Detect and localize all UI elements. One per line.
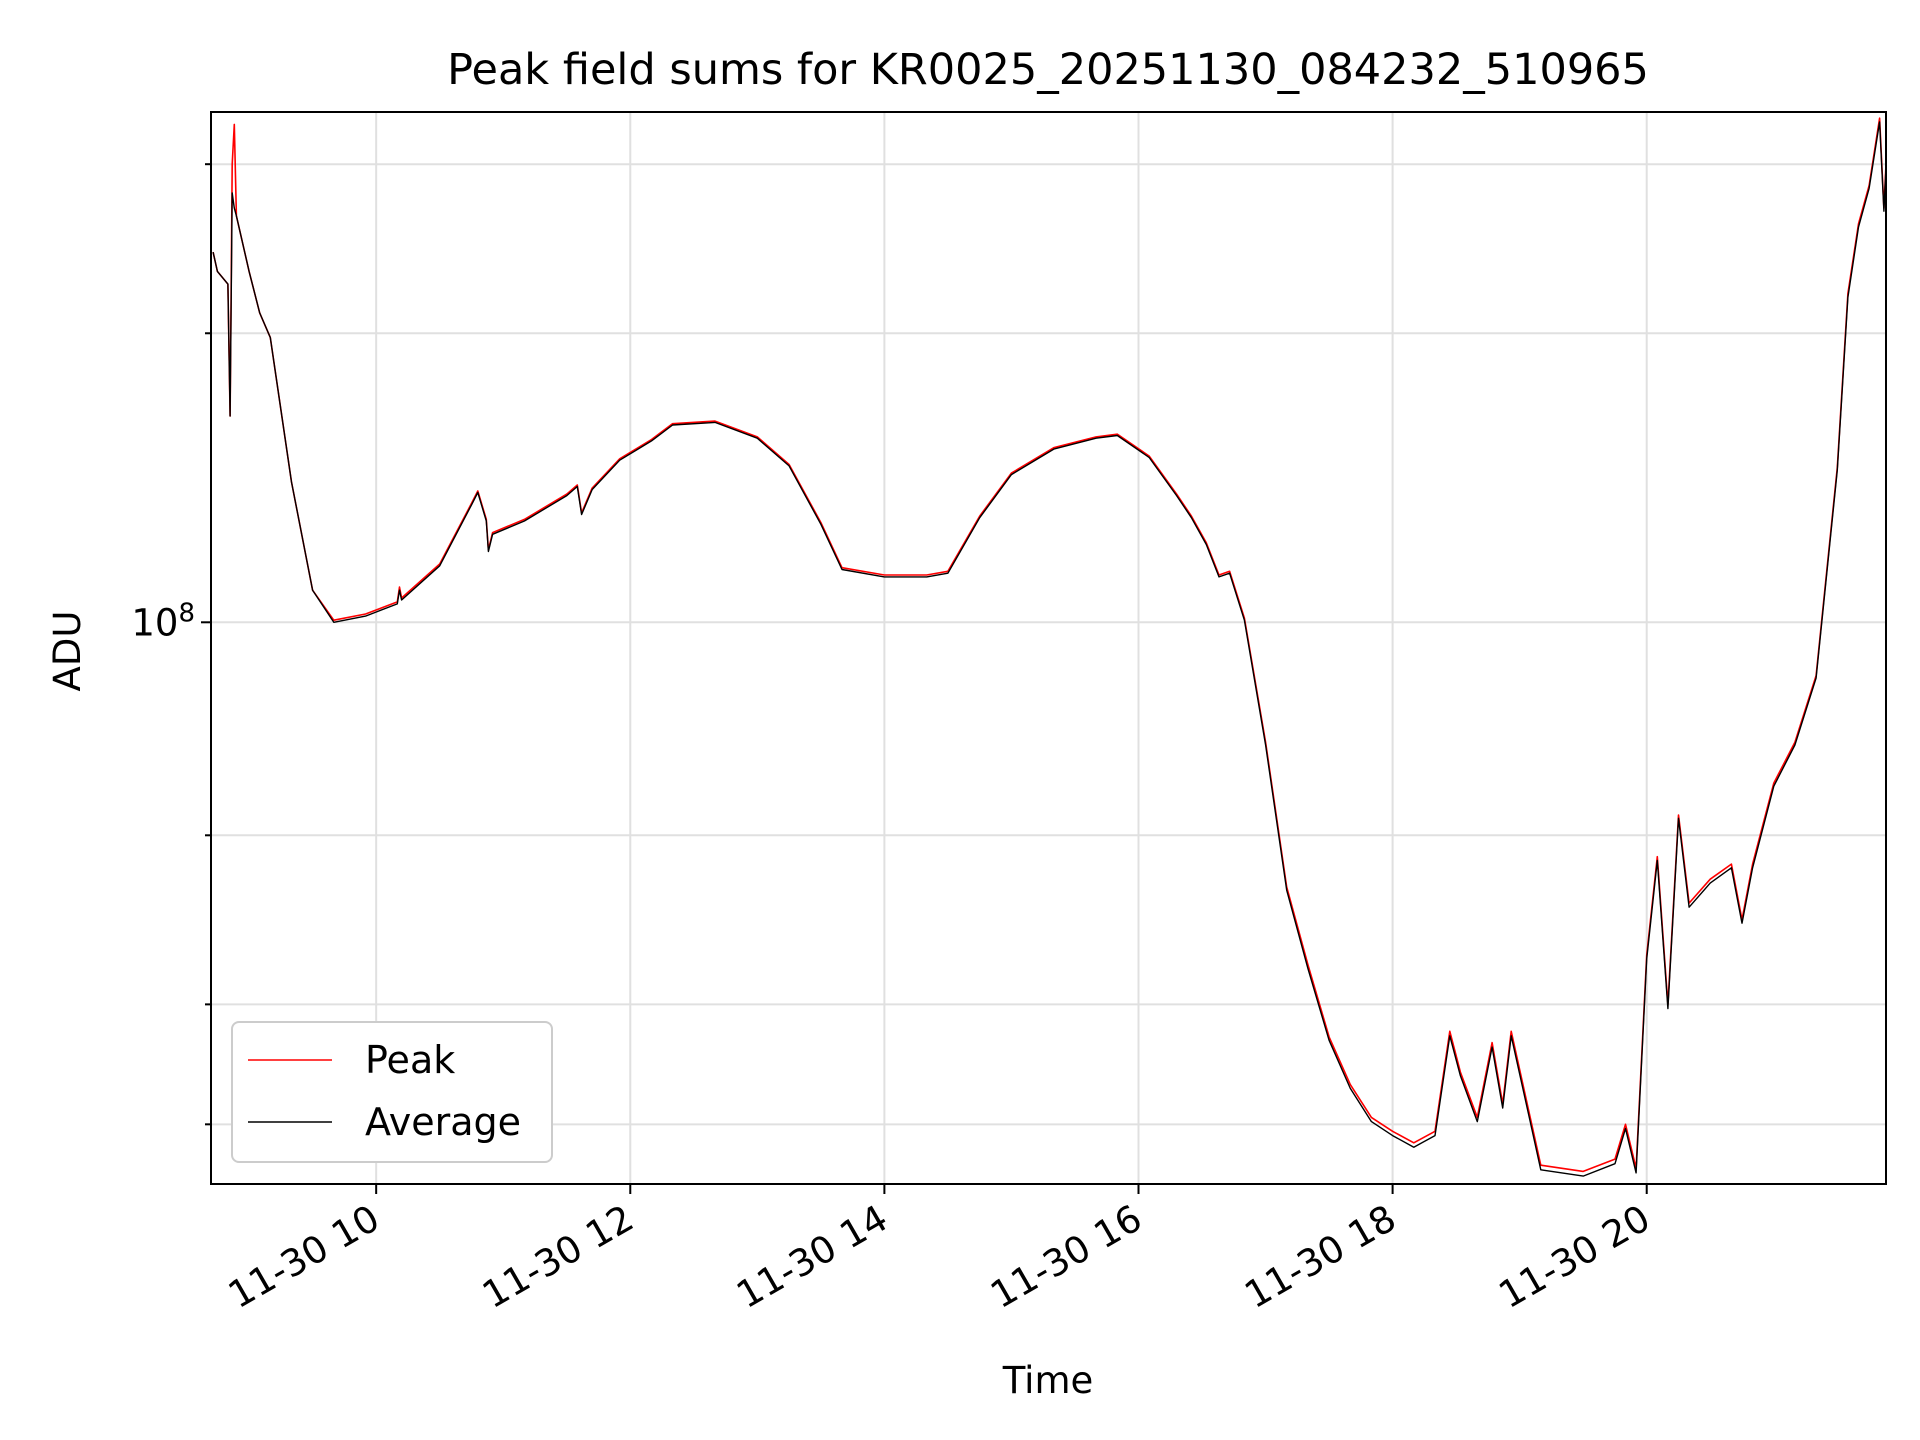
y-tick-label: 108 (131, 598, 195, 644)
legend: Peak Average (231, 1021, 553, 1163)
series-line-peak (212, 117, 1887, 1173)
plot-frame (210, 111, 1887, 1185)
chart-title: Peak field sums for KR0025_20251130_0842… (447, 45, 1649, 95)
y-axis-label: ADU (46, 611, 89, 692)
legend-label-peak: Peak (365, 1038, 455, 1082)
x-axis-label: Time (1002, 1359, 1094, 1402)
legend-box (231, 1021, 553, 1163)
series-layer (212, 117, 1887, 1177)
legend-label-average: Average (365, 1100, 521, 1144)
series-line-average (212, 121, 1887, 1177)
